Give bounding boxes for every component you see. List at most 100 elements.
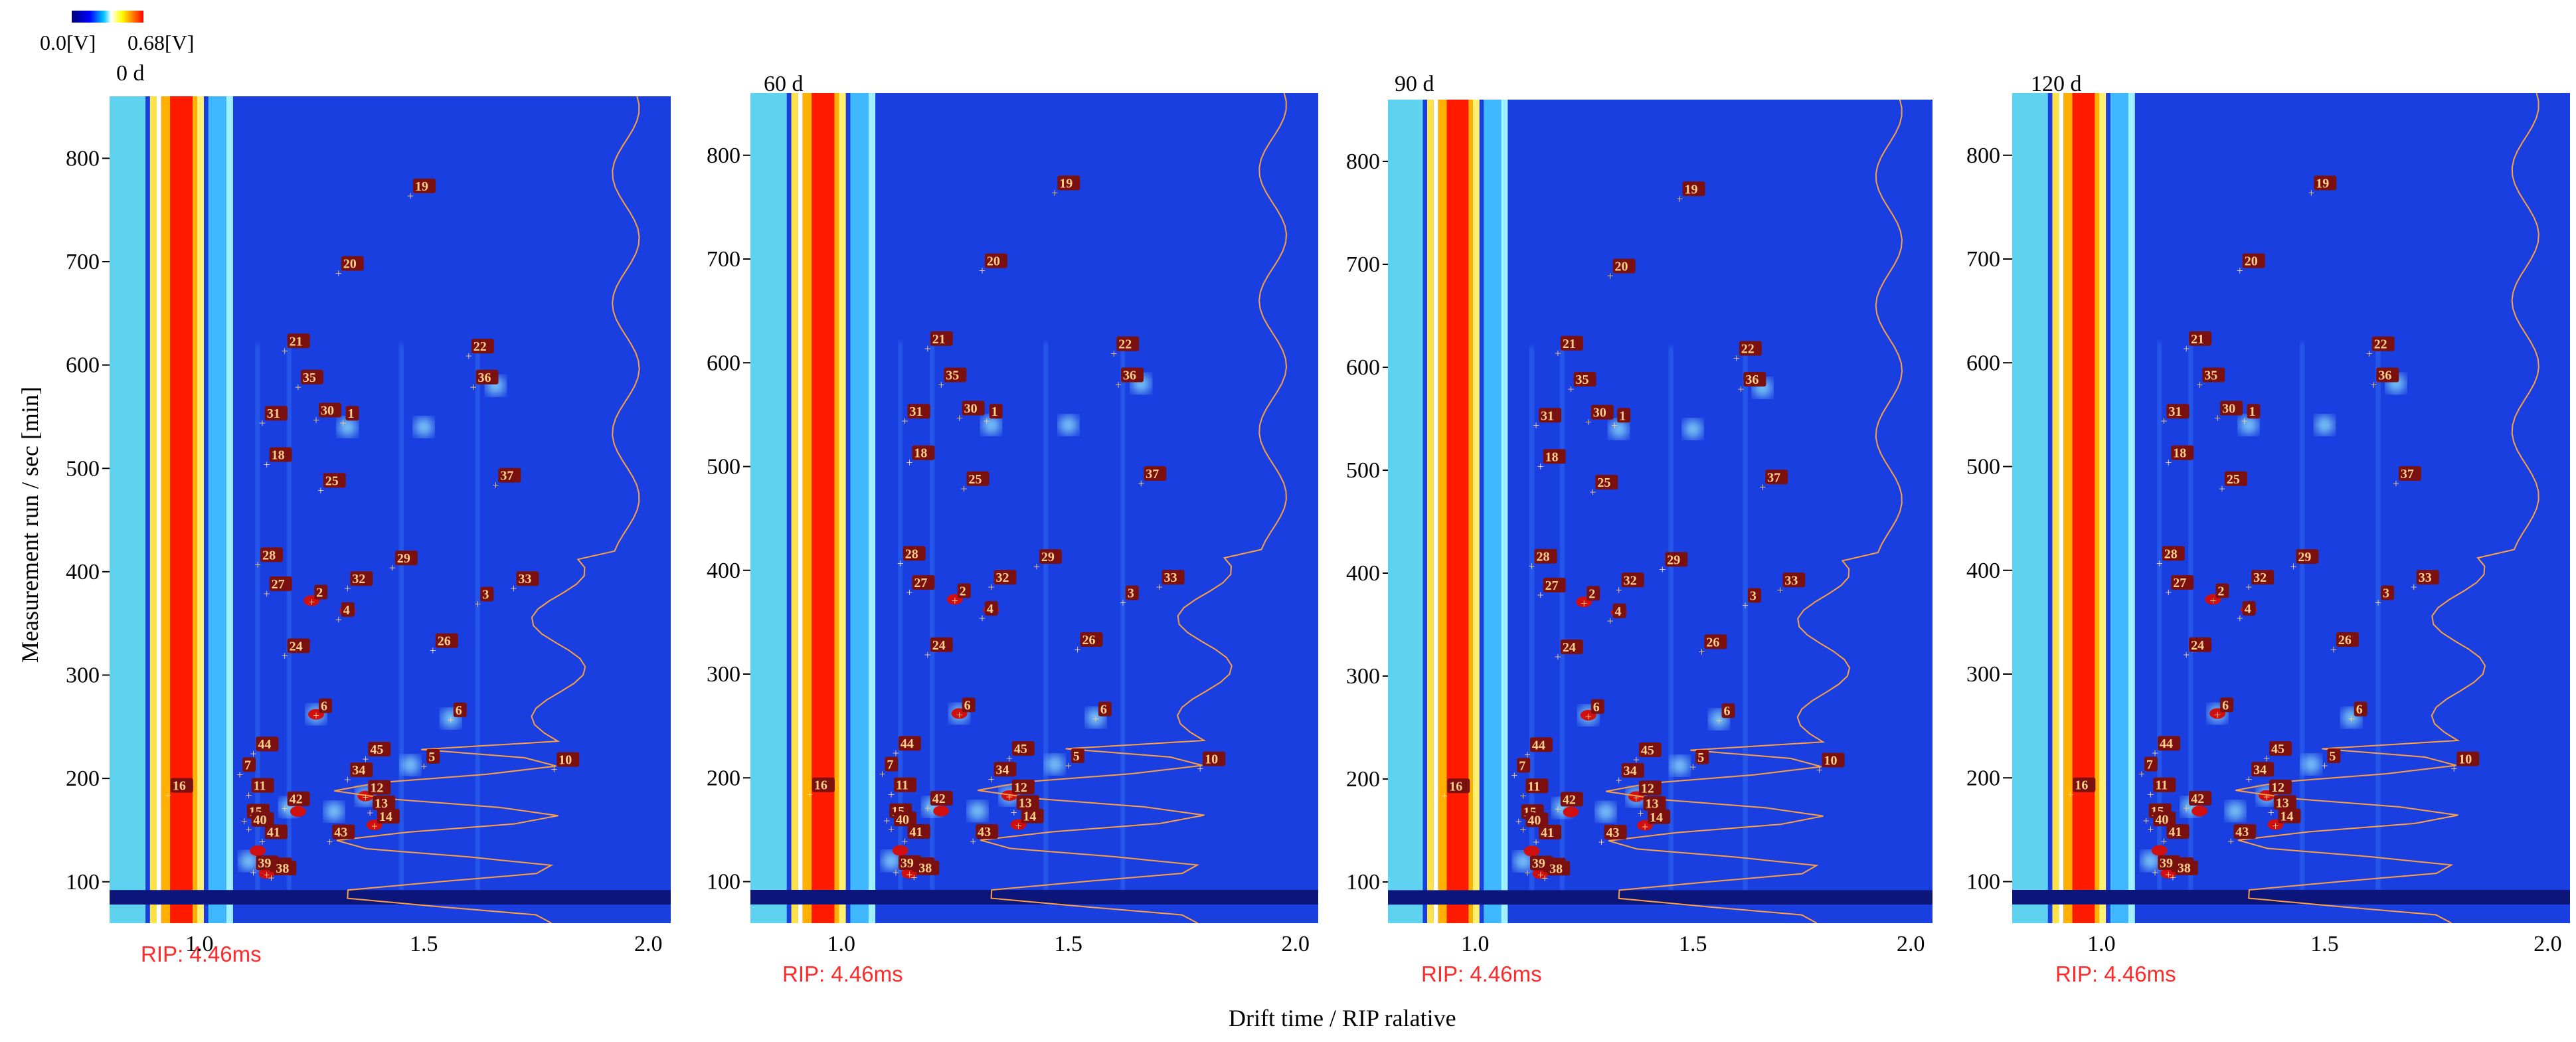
- marker-label-bg: [475, 369, 499, 385]
- faint-streak: [1529, 347, 1534, 893]
- x-tick-label: 2.0: [1282, 932, 1310, 956]
- rip-band: [1484, 100, 1502, 923]
- x-tick-label: 2.0: [2533, 932, 2562, 956]
- marker-label: 35: [2204, 369, 2217, 383]
- marker-37: +37: [492, 468, 521, 492]
- marker-label: 19: [1059, 176, 1073, 191]
- marker-label: 7: [887, 757, 893, 772]
- signal-glow: [2302, 754, 2321, 774]
- signal-glow: [1596, 802, 1615, 822]
- marker-label-bg: [912, 445, 935, 460]
- marker-label-bg: [323, 473, 346, 488]
- marker-6: +6: [1716, 703, 1735, 727]
- panel-title-0: 0 d: [116, 61, 145, 86]
- marker-1: +1: [2241, 404, 2261, 428]
- marker-label-bg: [2215, 583, 2229, 598]
- marker-cross: +: [1115, 379, 1122, 392]
- marker-cross: +: [420, 760, 427, 773]
- marker-label: 32: [2253, 570, 2267, 585]
- marker-38: +38: [268, 860, 297, 885]
- marker-label: 34: [1624, 764, 1637, 778]
- signal-glow: [2315, 416, 2334, 434]
- marker-label-bg: [2416, 570, 2439, 585]
- dark-band: [2012, 890, 2570, 905]
- signal-glow: [1683, 420, 1703, 438]
- marker-cross: +: [1051, 186, 1058, 199]
- marker-cross: +: [1555, 802, 1561, 816]
- signal-peak: [2191, 806, 2208, 817]
- marker-14: +14: [371, 809, 400, 833]
- marker-cross: +: [510, 582, 517, 595]
- marker-label-bg: [2381, 585, 2395, 600]
- marker-label: 34: [2253, 762, 2267, 777]
- marker-cross: +: [902, 414, 908, 428]
- heatmap-low-region: [110, 96, 146, 923]
- marker-label-bg: [907, 404, 930, 419]
- marker-label: 3: [1128, 586, 1134, 601]
- y-tick-label: 100: [1966, 870, 2000, 895]
- marker-label: 42: [932, 792, 946, 806]
- marker-label: 31: [1541, 408, 1554, 423]
- marker-label: 43: [2235, 825, 2249, 839]
- marker-label-bg: [898, 855, 921, 870]
- marker-cross: +: [241, 814, 248, 827]
- marker-39: +39: [1524, 855, 1553, 880]
- marker-10: +10: [2450, 751, 2480, 776]
- marker-label: 26: [2338, 633, 2352, 648]
- marker-label-bg: [2153, 777, 2176, 792]
- marker-cross: +: [1581, 596, 1587, 610]
- marker-label-bg: [1648, 809, 1671, 824]
- marker-label: 6: [1724, 704, 1731, 719]
- marker-label-bg: [898, 736, 921, 751]
- y-tick-label: 600: [66, 353, 100, 378]
- y-tick-label: 200: [1346, 767, 1380, 792]
- rip-band: [2099, 93, 2106, 923]
- marker-label: 11: [896, 778, 908, 793]
- marker-label-bg: [984, 601, 998, 616]
- marker-label: 36: [478, 371, 491, 385]
- marker-label: 40: [896, 812, 909, 827]
- marker-label: 5: [428, 750, 435, 764]
- marker-label-bg: [2273, 795, 2296, 810]
- marker-cross: +: [1515, 815, 1522, 828]
- marker-29: +29: [1033, 549, 1062, 573]
- marker-label: 45: [2271, 742, 2284, 756]
- marker-7: +7: [236, 757, 256, 781]
- y-tick-label: 500: [1346, 458, 1380, 483]
- y-tick-label: 100: [1346, 870, 1380, 895]
- signal-peak: [250, 845, 266, 857]
- marker-label-bg: [269, 576, 292, 591]
- marker-label-bg: [1071, 748, 1084, 763]
- marker-label: 44: [1532, 738, 1545, 752]
- marker-label-bg: [1447, 778, 1470, 794]
- marker-label-bg: [984, 253, 1007, 268]
- y-tick-label: 600: [707, 351, 740, 375]
- marker-44: +44: [250, 737, 279, 760]
- marker-cross: +: [466, 349, 472, 363]
- rip-label-3: RIP: 4.46ms: [2055, 962, 2176, 986]
- marker-41: +41: [2160, 824, 2190, 848]
- marker-label: 25: [325, 474, 339, 488]
- marker-label-bg: [1743, 372, 1766, 387]
- marker-label-bg: [812, 777, 835, 792]
- marker-cross: +: [1120, 596, 1126, 610]
- spectrum-trace: [978, 93, 1288, 923]
- rip-band: [812, 93, 835, 923]
- marker-39: +39: [2152, 855, 2181, 879]
- marker-29: +29: [1659, 552, 1688, 576]
- marker-label: 44: [258, 737, 271, 752]
- marker-cross: +: [1585, 416, 1592, 429]
- marker-cross: +: [1533, 835, 1539, 849]
- marker-cross: +: [282, 802, 288, 816]
- marker-cross: +: [165, 788, 171, 802]
- marker-label-bg: [2224, 471, 2247, 486]
- marker-cross: +: [1611, 418, 1618, 432]
- x-tick-label: 2.0: [1897, 932, 1925, 956]
- marker-label-bg: [1604, 825, 1627, 839]
- marker-label: 39: [258, 856, 271, 871]
- marker-cross: +: [1015, 820, 1022, 833]
- marker-label: 6: [456, 703, 462, 718]
- panel-plot-area: +19+20+21+22+35+36+31 +30+1+18+25 +37+28+2…: [2012, 93, 2570, 923]
- marker-32: +32: [1616, 572, 1644, 596]
- rip-band: [1472, 100, 1480, 923]
